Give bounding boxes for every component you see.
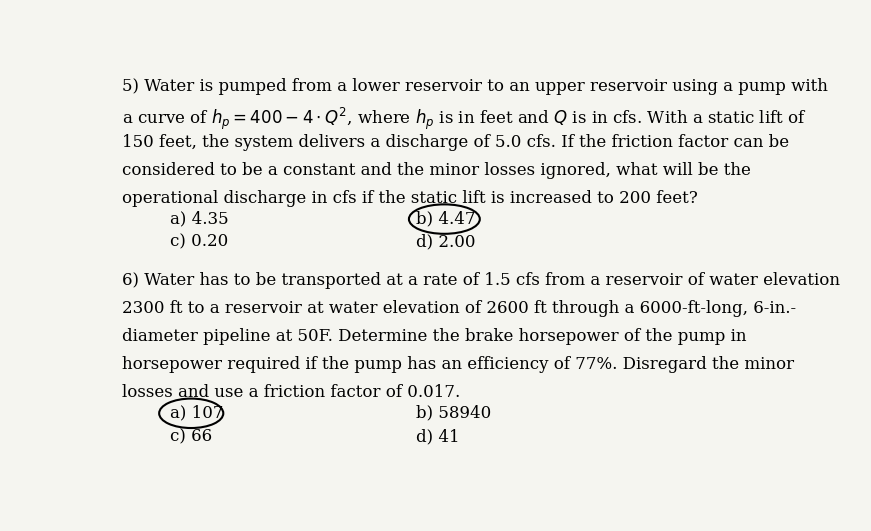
Text: 6) Water has to be transported at a rate of 1.5 cfs from a reservoir of water el: 6) Water has to be transported at a rate…	[122, 272, 841, 289]
Text: operational discharge in cfs if the static lift is increased to 200 feet?: operational discharge in cfs if the stat…	[122, 190, 699, 207]
Text: a) 107: a) 107	[170, 405, 223, 422]
Text: losses and use a friction factor of 0.017.: losses and use a friction factor of 0.01…	[122, 384, 461, 401]
Text: horsepower required if the pump has an efficiency of 77%. Disregard the minor: horsepower required if the pump has an e…	[122, 356, 794, 373]
Text: a curve of $h_p = 400 - 4 \cdot Q^2$, where $h_p$ is in feet and $Q$ is in cfs. : a curve of $h_p = 400 - 4 \cdot Q^2$, wh…	[122, 106, 807, 132]
Text: b) 4.47: b) 4.47	[416, 211, 476, 228]
Text: b) 58940: b) 58940	[416, 405, 491, 422]
Text: d) 2.00: d) 2.00	[416, 233, 476, 250]
Text: 5) Water is pumped from a lower reservoir to an upper reservoir using a pump wit: 5) Water is pumped from a lower reservoi…	[122, 78, 828, 95]
Text: 150 feet, the system delivers a discharge of 5.0 cfs. If the friction factor can: 150 feet, the system delivers a discharg…	[122, 134, 789, 151]
Text: d) 41: d) 41	[416, 428, 460, 445]
Text: a) 4.35: a) 4.35	[170, 211, 228, 228]
Text: c) 66: c) 66	[170, 428, 212, 445]
Text: 2300 ft to a reservoir at water elevation of 2600 ft through a 6000-ft-long, 6-i: 2300 ft to a reservoir at water elevatio…	[122, 300, 796, 317]
Text: c) 0.20: c) 0.20	[170, 233, 228, 250]
Text: diameter pipeline at 50F. Determine the brake horsepower of the pump in: diameter pipeline at 50F. Determine the …	[122, 328, 746, 345]
Text: considered to be a constant and the minor losses ignored, what will be the: considered to be a constant and the mino…	[122, 162, 752, 179]
